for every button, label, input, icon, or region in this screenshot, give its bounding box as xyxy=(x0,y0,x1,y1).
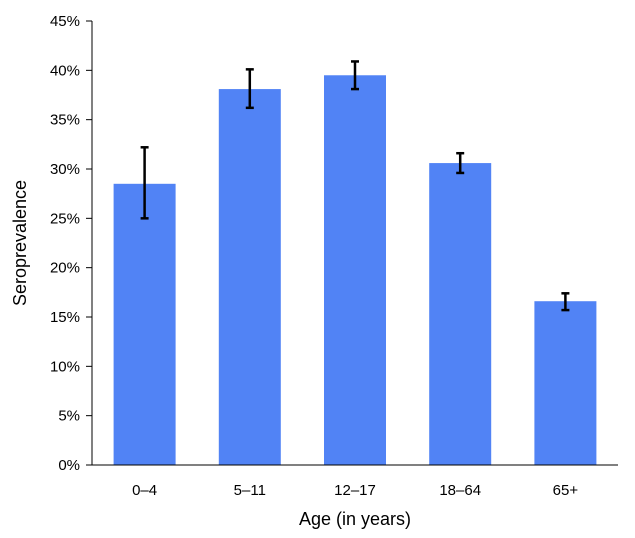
y-tick-label: 35% xyxy=(50,112,80,129)
x-tick-label: 0–4 xyxy=(132,482,157,499)
bar-1 xyxy=(113,183,176,466)
error-bars xyxy=(140,60,570,312)
y-tick-label: 30% xyxy=(50,161,80,178)
bars xyxy=(113,75,597,466)
y-tick-label: 0% xyxy=(58,457,80,474)
x-tick-label: 65+ xyxy=(553,482,579,499)
y-tick-label: 45% xyxy=(50,13,80,30)
y-tick-label: 20% xyxy=(50,260,80,277)
y-axis-ticks: 0% 5% 10% 15% 20% 25% 30% 35% 40% 45% xyxy=(50,13,92,474)
x-axis-title: Age (in years) xyxy=(299,509,411,529)
y-axis-title: Seroprevalence xyxy=(10,180,30,306)
y-tick-label: 10% xyxy=(50,358,80,375)
y-tick-label: 40% xyxy=(50,62,80,79)
x-axis-labels: 0–4 5–11 12–17 18–64 65+ xyxy=(132,482,578,499)
bar-3 xyxy=(324,75,386,466)
y-tick-label: 25% xyxy=(50,210,80,227)
bar-5 xyxy=(534,301,597,465)
x-tick-label: 5–11 xyxy=(234,482,266,499)
x-tick-label: 18–64 xyxy=(439,482,481,499)
bar-2 xyxy=(218,89,281,465)
y-tick-label: 5% xyxy=(58,408,80,425)
y-tick-label: 15% xyxy=(50,309,80,326)
bar-4 xyxy=(429,163,492,465)
x-tick-label: 12–17 xyxy=(334,482,376,499)
